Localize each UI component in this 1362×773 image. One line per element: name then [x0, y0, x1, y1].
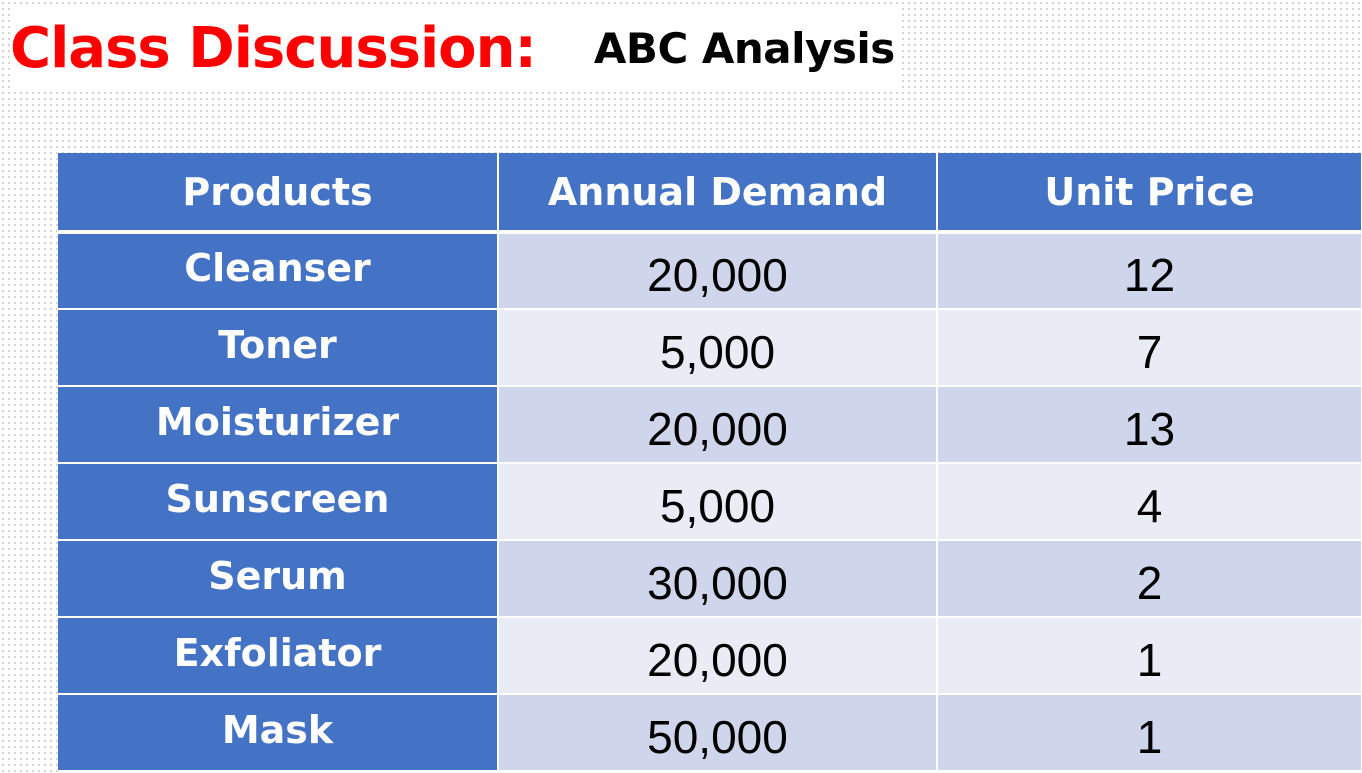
- title-sub: ABC Analysis: [593, 23, 895, 73]
- product-cell: Exfoliator: [58, 617, 499, 695]
- product-cell: Serum: [58, 540, 499, 618]
- abc-table: Products Annual Demand Unit Price Cleans…: [58, 153, 1362, 772]
- table-row: Sunscreen 5,000 4: [58, 463, 1362, 541]
- table-row: Serum 30,000 2: [58, 540, 1362, 618]
- price-cell: 12: [937, 232, 1362, 310]
- header-annual-demand: Annual Demand: [498, 153, 938, 234]
- demand-cell: 5,000: [498, 309, 938, 387]
- table-header-row: Products Annual Demand Unit Price: [58, 153, 1362, 234]
- product-cell: Sunscreen: [58, 463, 499, 541]
- price-cell: 1: [937, 617, 1362, 695]
- table-row: Toner 5,000 7: [58, 309, 1362, 387]
- demand-cell: 50,000: [498, 694, 938, 772]
- price-cell: 2: [937, 540, 1362, 618]
- demand-cell: 20,000: [498, 386, 938, 464]
- price-cell: 7: [937, 309, 1362, 387]
- demand-cell: 20,000: [498, 232, 938, 310]
- demand-cell: 5,000: [498, 463, 938, 541]
- product-cell: Toner: [58, 309, 499, 387]
- slide-title: Class Discussion: ABC Analysis: [10, 8, 901, 88]
- price-cell: 4: [937, 463, 1362, 541]
- abc-table-container: Products Annual Demand Unit Price Cleans…: [58, 153, 1362, 773]
- title-main: Class Discussion:: [10, 15, 537, 81]
- header-products: Products: [58, 153, 499, 234]
- product-cell: Cleanser: [58, 232, 499, 310]
- header-unit-price: Unit Price: [937, 153, 1362, 234]
- demand-cell: 30,000: [498, 540, 938, 618]
- table-row: Cleanser 20,000 12: [58, 232, 1362, 310]
- table-row: Moisturizer 20,000 13: [58, 386, 1362, 464]
- demand-cell: 20,000: [498, 617, 938, 695]
- table-row: Mask 50,000 1: [58, 694, 1362, 772]
- product-cell: Moisturizer: [58, 386, 499, 464]
- price-cell: 13: [937, 386, 1362, 464]
- price-cell: 1: [937, 694, 1362, 772]
- product-cell: Mask: [58, 694, 499, 772]
- table-row: Exfoliator 20,000 1: [58, 617, 1362, 695]
